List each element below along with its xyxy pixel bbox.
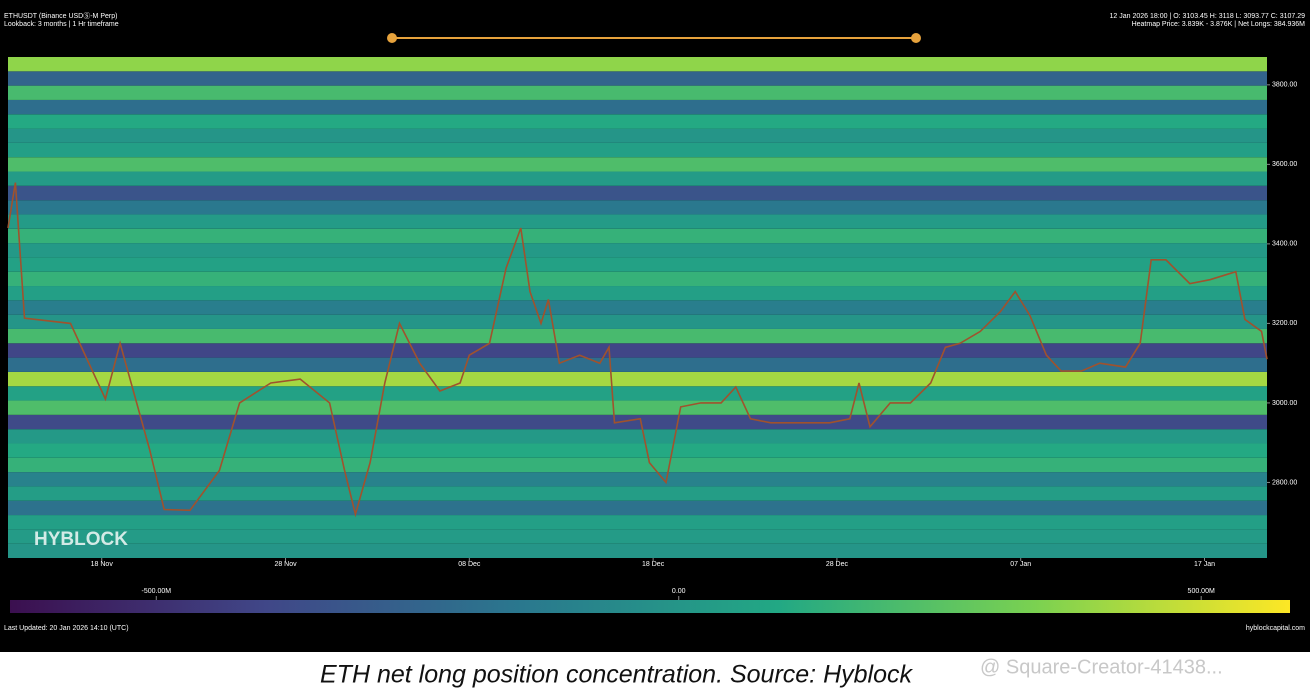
heat-band — [8, 257, 1267, 272]
y-tick-label: 2800.00 — [1272, 479, 1297, 486]
y-tick-label: 3200.00 — [1272, 320, 1297, 327]
heat-band — [8, 472, 1267, 487]
heat-band — [8, 457, 1267, 473]
heat-band — [8, 343, 1267, 358]
x-tick-label: 08 Dec — [458, 561, 481, 568]
colorbar-label: 500.00M — [1188, 588, 1215, 595]
info: 12 Jan 2026 18:00 | O: 3103.45 H: 3118 L… — [1109, 13, 1305, 20]
heat-band — [8, 328, 1267, 344]
heat-band — [8, 200, 1267, 215]
heat-band — [8, 429, 1267, 444]
footer: hyblockcapital.com — [1246, 625, 1305, 632]
heat-band — [8, 300, 1267, 315]
x-tick-label: 17 Jan — [1194, 561, 1215, 568]
y-tick-label: 3600.00 — [1272, 161, 1297, 168]
footer: Last Updated: 20 Jan 2026 14:10 (UTC) — [4, 625, 129, 632]
info: Heatmap Price: 3.839K - 3.876K | Net Lon… — [1132, 21, 1306, 28]
heat-band — [8, 400, 1267, 415]
heat-band — [8, 171, 1267, 186]
heatmap — [8, 57, 1267, 558]
heat-band — [8, 99, 1267, 115]
heat-band — [8, 543, 1267, 558]
heat-band — [8, 185, 1267, 201]
colorbar — [10, 600, 1290, 613]
subtitle: Lookback: 3 months | 1 Hr timeframe — [4, 21, 119, 28]
x-tick-label: 07 Jan — [1010, 561, 1031, 568]
heat-band — [8, 371, 1267, 387]
heat-band — [8, 114, 1267, 129]
heat-band — [8, 500, 1267, 516]
y-tick-label: 3000.00 — [1272, 400, 1297, 407]
heat-band — [8, 529, 1267, 544]
colorbar-label: 0.00 — [672, 588, 686, 595]
heat-band — [8, 142, 1267, 158]
y-tick-label: 3800.00 — [1272, 82, 1297, 89]
x-tick-label: 28 Nov — [274, 561, 297, 568]
caption: ETH net long position concentration. Sou… — [320, 661, 913, 689]
heat-band — [8, 314, 1267, 329]
y-tick-label: 3400.00 — [1272, 241, 1297, 248]
heat-band — [8, 228, 1267, 244]
slider-handle[interactable] — [387, 33, 397, 43]
overlay: 2800.00 3000.00 3200.00 3400.00 3600.00 3800.… — [7, 82, 1297, 568]
heat-band — [8, 286, 1267, 301]
heat-band — [8, 214, 1267, 229]
heat-band — [8, 515, 1267, 530]
heat-band — [8, 157, 1267, 172]
colorbar-label: -500.00M — [141, 588, 171, 595]
heat-band — [8, 486, 1267, 501]
price-line — [7, 182, 1268, 518]
heat-band — [8, 128, 1267, 143]
heat-band — [8, 57, 1267, 72]
watermark: HYBLOCK — [34, 529, 128, 550]
heat-band — [8, 357, 1267, 372]
x-tick-label: 18 Dec — [642, 561, 665, 568]
heat-band — [8, 71, 1267, 86]
heat-band — [8, 271, 1267, 287]
credit: @ Square-Creator-41438... — [980, 656, 1223, 678]
heat-band — [8, 85, 1267, 100]
slider-handle[interactable] — [911, 33, 921, 43]
heat-band — [8, 443, 1267, 458]
x-tick-label: 18 Nov — [91, 561, 114, 568]
heat-band — [8, 243, 1267, 258]
heat-band — [8, 414, 1267, 430]
title: ETHUSDT (Binance USDⓈ-M Perp) — [4, 12, 117, 20]
heat-band — [8, 386, 1267, 401]
x-tick-label: 28 Dec — [826, 561, 849, 568]
